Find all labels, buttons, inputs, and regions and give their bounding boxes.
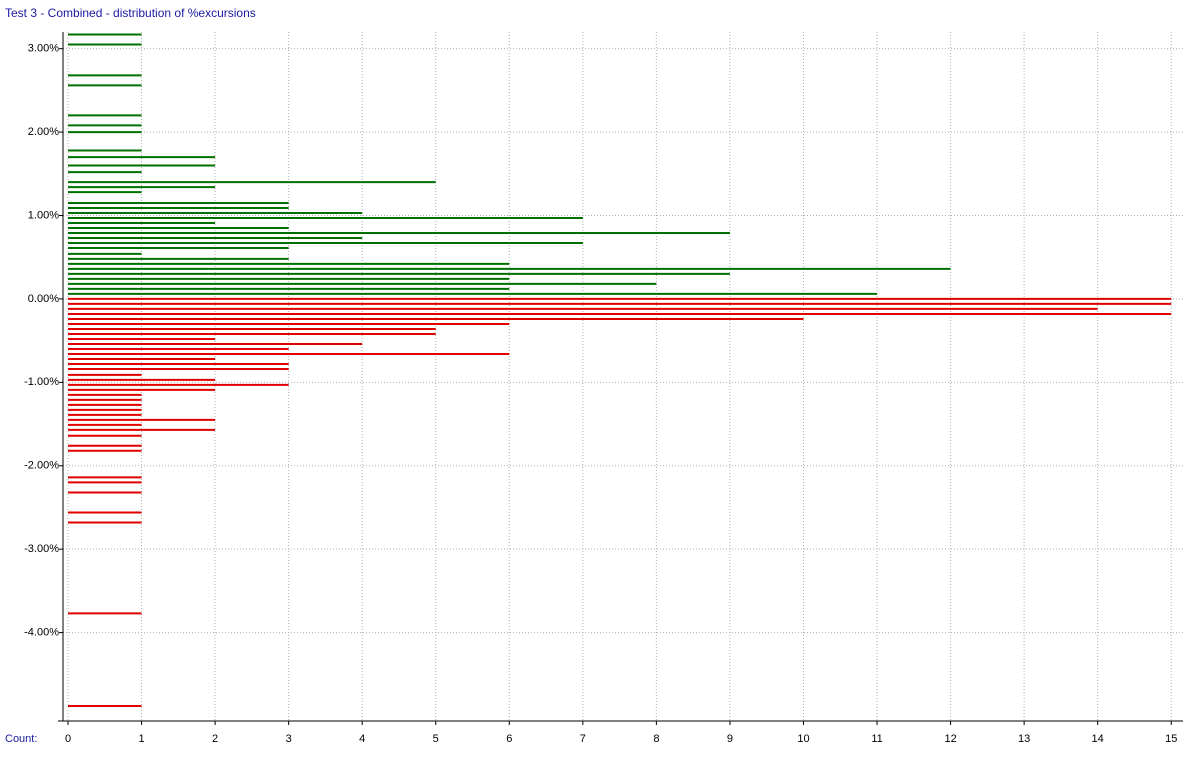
y-tick-label: 0.00%	[28, 293, 59, 305]
x-tick-label: 14	[1092, 733, 1104, 745]
x-tick-label: 11	[871, 733, 882, 745]
x-tick-label: 4	[359, 733, 365, 745]
x-tick-label: 10	[797, 733, 809, 745]
x-tick-label: 2	[212, 733, 218, 745]
y-tick-label: -1.00%	[24, 376, 59, 388]
x-tick-label: 7	[580, 733, 586, 745]
y-tick-label: -2.00%	[24, 460, 59, 472]
chart-title: Test 3 - Combined - distribution of %exc…	[5, 6, 256, 20]
x-tick-label: 9	[727, 733, 733, 745]
x-axis-label: Count:	[5, 733, 37, 745]
x-tick-label: 0	[65, 733, 71, 745]
x-tick-label: 5	[433, 733, 439, 745]
y-tick-label: -3.00%	[24, 543, 59, 555]
y-tick-label: 2.00%	[28, 126, 59, 138]
x-tick-label: 13	[1018, 733, 1030, 745]
x-tick-label: 8	[653, 733, 659, 745]
x-tick-label: 3	[286, 733, 292, 745]
x-tick-label: 12	[944, 733, 956, 745]
y-tick-label: 3.00%	[28, 43, 59, 55]
x-tick-label: 15	[1165, 733, 1177, 745]
y-tick-label: 1.00%	[28, 209, 59, 221]
x-tick-label: 1	[138, 733, 144, 745]
y-tick-label: -4.00%	[24, 626, 59, 638]
x-tick-label: 6	[506, 733, 512, 745]
